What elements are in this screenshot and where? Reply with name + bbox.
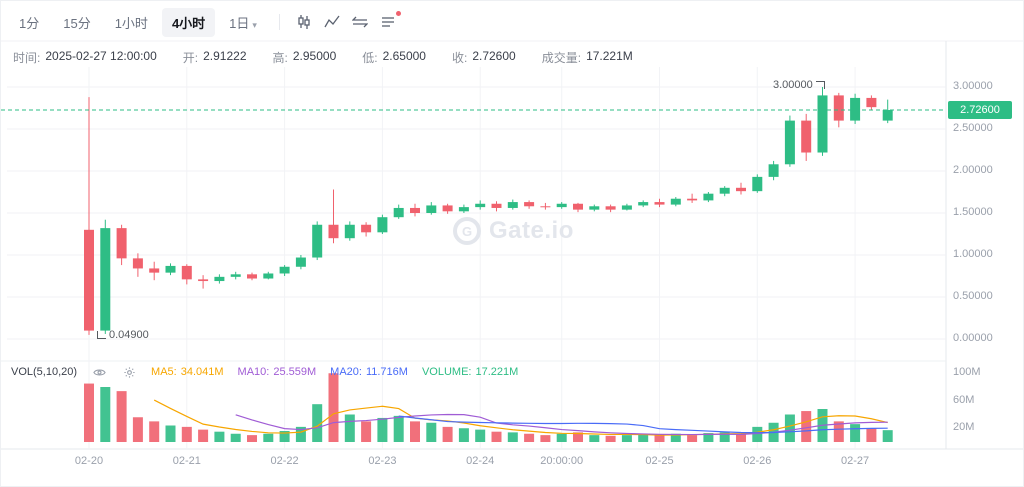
open-value: 2.91222 (203, 49, 247, 63)
ma5-readout: MA5: 34.041M (151, 366, 224, 378)
high-value: 2.95000 (292, 49, 337, 63)
high-label: 高: (272, 51, 288, 65)
info-volume: 成交量: 17.221M (542, 49, 633, 66)
ma10-readout: MA10: 25.559M (238, 366, 317, 378)
ma20-readout: MA20: 11.716M (330, 366, 408, 378)
volume-readout: VOLUME: 17.221M (422, 366, 518, 378)
info-close: 收: 2.72600 (452, 49, 516, 66)
volume-readout-value: 17.221M (475, 366, 519, 378)
gear-icon[interactable] (121, 364, 137, 380)
x-axis-label: 02-20 (74, 455, 104, 467)
volume-axis-label: 20M (953, 421, 975, 434)
volume-pane-header: VOL(5,10,20) MA5: 34.041M MA10: 25.559M … (11, 364, 518, 380)
close-value: 2.72600 (472, 49, 516, 63)
ma5-label: MA5: (151, 366, 177, 378)
info-high: 高: 2.95000 (273, 49, 337, 66)
low-annotation-value: 0.04900 (109, 328, 149, 341)
eye-icon[interactable] (91, 364, 107, 380)
ohlc-info-bar: 时间: 2025-02-27 12:00:00 开: 2.91222 高: 2.… (13, 49, 633, 66)
volume-readout-label: VOLUME: (421, 366, 472, 378)
vol-indicator-title: VOL(5,10,20) (11, 366, 78, 378)
info-low: 低: 2.65000 (362, 49, 426, 66)
time-value: 2025-02-27 12:00:00 (45, 49, 157, 63)
low-marker-icon (97, 330, 106, 339)
x-axis-label: 02-26 (743, 455, 772, 467)
gate-watermark: G Gate.io (453, 217, 574, 245)
volume-axis-label: 60M (953, 393, 975, 406)
high-annotation: 3.00000 (773, 79, 825, 91)
price-axis-label: 1.50000 (953, 206, 993, 218)
high-marker-icon (815, 81, 825, 89)
swap-arrows-icon[interactable] (348, 10, 372, 34)
price-axis-label: 0.50000 (953, 290, 993, 302)
low-value: 2.65000 (382, 49, 426, 63)
notification-dot (395, 11, 401, 16)
timeframe-4hour-button[interactable]: 4小时 (161, 7, 216, 37)
line-chart-icon[interactable] (320, 10, 344, 34)
ma10-label: MA10: (237, 366, 270, 378)
current-price-badge: 2.72600 (948, 101, 1012, 120)
time-label: 时间: (13, 51, 41, 65)
low-annotation: 0.04900 (97, 329, 149, 341)
close-label: 收: (451, 51, 468, 65)
chevron-down-icon: ▾ (252, 19, 257, 30)
x-axis-label: 20:00:00 (540, 455, 584, 467)
info-open: 开: 2.91222 (183, 49, 247, 66)
timeframe-1hour-button[interactable]: 1小时 (105, 8, 158, 37)
x-axis-label: 02-25 (645, 455, 674, 467)
open-label: 开: (182, 51, 199, 65)
timeframe-1min-button[interactable]: 1分 (9, 8, 49, 37)
candlestick-icon[interactable] (292, 10, 316, 34)
x-axis-label: 02-22 (270, 455, 299, 467)
volume-axis-label: 100M (953, 366, 981, 379)
watermark-text: Gate.io (489, 217, 574, 244)
high-annotation-value: 3.00000 (773, 79, 813, 91)
x-axis-label: 02-27 (841, 455, 870, 467)
x-axis-label: 02-23 (368, 455, 397, 467)
indicators-list-icon[interactable] (376, 10, 401, 34)
info-time: 时间: 2025-02-27 12:00:00 (13, 49, 157, 66)
price-axis-label: 1.00000 (953, 248, 993, 260)
toolbar-divider (278, 14, 280, 30)
ma20-label: MA20: (330, 366, 362, 378)
timeframe-1day-label: 1日 (229, 15, 250, 31)
toolbar: 1分 15分 1小时 4小时 1日 ▾ (9, 7, 401, 37)
ma20-value: 11.716M (365, 366, 408, 378)
price-axis-label: 2.00000 (953, 164, 993, 176)
volume-value: 17.221M (586, 49, 633, 63)
price-axis-label: 3.00000 (953, 80, 993, 92)
ma5-value: 34.041M (180, 366, 224, 378)
timeframe-1day-button[interactable]: 1日 ▾ (219, 8, 267, 37)
x-axis-label: 02-21 (172, 455, 201, 467)
timeframe-15min-button[interactable]: 15分 (53, 8, 100, 37)
volume-label: 成交量: (541, 51, 582, 65)
low-label: 低: (362, 51, 378, 65)
x-axis-label: 02-24 (466, 455, 495, 467)
price-axis-label: 2.50000 (953, 122, 993, 134)
price-axis-label: 0.00000 (953, 332, 993, 344)
gate-logo-icon: G (453, 217, 481, 245)
ma10-value: 25.559M (273, 366, 317, 378)
